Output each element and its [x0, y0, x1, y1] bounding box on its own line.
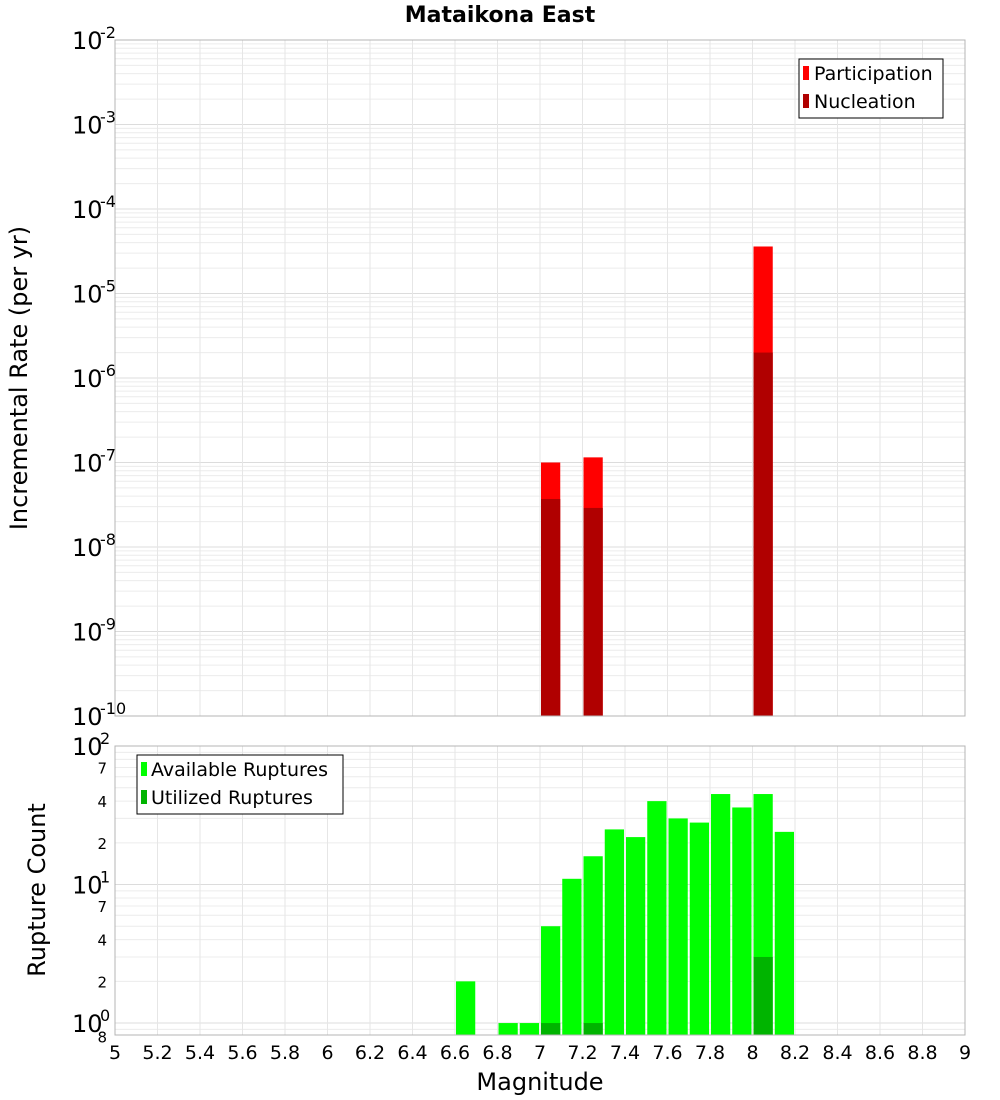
- y-tick-label: 10: [72, 27, 103, 55]
- top-y-ticks: 10-210-310-410-510-610-710-810-910-10: [72, 23, 126, 731]
- bottom-legend-box: [136, 754, 344, 815]
- legend-swatch-available: [141, 762, 147, 776]
- top-legend-box: [798, 58, 944, 119]
- x-tick-label: 5.4: [185, 1042, 215, 1064]
- y-minor-tick-label: 8: [97, 1028, 107, 1046]
- y-minor-tick-label: 2: [97, 835, 107, 853]
- bar-nucleation: [583, 507, 603, 716]
- y-tick-label: 10: [72, 619, 103, 647]
- legend-label-nucleation: Nucleation: [814, 91, 916, 113]
- x-tick-label: 6.8: [482, 1042, 512, 1064]
- y-tick-exponent: -2: [100, 23, 116, 42]
- x-tick-label: 6.6: [440, 1042, 470, 1064]
- x-axis-label: Magnitude: [476, 1068, 603, 1096]
- x-tick-label: 7.8: [695, 1042, 725, 1064]
- y-tick-exponent: 1: [100, 868, 110, 887]
- bar-available-ruptures: [668, 818, 688, 1035]
- bar-utilized-ruptures: [753, 956, 773, 1035]
- bar-utilized-ruptures: [541, 1023, 561, 1035]
- bar-available-ruptures: [519, 1023, 539, 1035]
- y-minor-tick-label: 7: [97, 898, 107, 916]
- y-minor-tick-label: 4: [97, 932, 107, 950]
- bar-available-ruptures: [647, 801, 667, 1035]
- x-tick-label: 5.8: [270, 1042, 300, 1064]
- y-tick-label: 10: [72, 872, 103, 900]
- top-legend: Participation Nucleation: [798, 58, 944, 119]
- legend-label-available: Available Ruptures: [151, 759, 328, 781]
- y-minor-tick-label: 7: [97, 759, 107, 777]
- y-tick-exponent: -10: [100, 699, 126, 718]
- y-minor-tick-label: 4: [97, 793, 107, 811]
- y-tick-label: 10: [72, 112, 103, 140]
- legend-swatch-participation: [803, 66, 809, 80]
- bottom-bars: [456, 794, 794, 1035]
- y-tick-label: 10: [72, 196, 103, 224]
- x-tick-label: 6.4: [397, 1042, 427, 1064]
- x-tick-label: 8: [746, 1042, 758, 1064]
- x-ticks: 5 5.2 5.4 5.6 5.8 6 6.2 6.4 6.6 6.8 7 7.2 7.4 7.6 7.8 8…: [109, 1042, 971, 1064]
- legend-swatch-utilized: [141, 790, 147, 804]
- bottom-plot-border: [114, 745, 966, 1036]
- chart-title: Mataikona East: [405, 3, 596, 28]
- bar-nucleation: [753, 352, 773, 716]
- top-panel: 10-210-310-410-510-610-710-810-910-10 In…: [5, 23, 966, 731]
- y-tick-label: 10: [72, 450, 103, 478]
- x-tick-label: 8.4: [822, 1042, 852, 1064]
- x-tick-label: 6: [321, 1042, 333, 1064]
- y-tick-label: 10: [72, 703, 103, 731]
- y-tick-label: 10: [72, 365, 103, 393]
- bar-available-ruptures: [562, 878, 582, 1035]
- x-tick-label: 7.6: [652, 1042, 682, 1064]
- bar-available-ruptures: [498, 1023, 518, 1035]
- bar-available-ruptures: [604, 829, 624, 1035]
- x-tick-label: 9: [959, 1042, 971, 1064]
- x-tick-label: 8.6: [865, 1042, 895, 1064]
- top-plot-border: [114, 39, 966, 717]
- legend-label-utilized: Utilized Ruptures: [151, 787, 313, 809]
- bottom-legend: Available Ruptures Utilized Ruptures: [136, 754, 344, 815]
- x-tick-label: 5.2: [142, 1042, 172, 1064]
- x-tick-label: 7.4: [610, 1042, 640, 1064]
- top-grid: [114, 40, 966, 717]
- top-y-axis-label: Incremental Rate (per yr): [5, 226, 33, 530]
- x-tick-label: 7.2: [567, 1042, 597, 1064]
- y-tick-exponent: 0: [100, 1006, 110, 1025]
- y-tick-label: 10: [72, 1010, 103, 1038]
- y-tick-label: 10: [72, 733, 103, 761]
- x-tick-label: 5: [109, 1042, 121, 1064]
- top-bars: [541, 246, 773, 716]
- bar-available-ruptures: [774, 831, 794, 1035]
- bar-available-ruptures: [583, 856, 603, 1035]
- bar-nucleation: [541, 498, 561, 716]
- bar-available-ruptures: [626, 837, 646, 1035]
- y-minor-tick-label: 2: [97, 973, 107, 991]
- y-tick-exponent: -9: [100, 615, 116, 634]
- y-tick-exponent: -5: [100, 277, 116, 296]
- y-tick-exponent: -7: [100, 446, 116, 465]
- bar-utilized-ruptures: [583, 1023, 603, 1035]
- y-tick-exponent: 2: [100, 729, 110, 748]
- x-tick-label: 7: [534, 1042, 546, 1064]
- x-tick-label: 8.2: [780, 1042, 810, 1064]
- y-tick-label: 10: [72, 534, 103, 562]
- x-tick-label: 5.6: [227, 1042, 257, 1064]
- bar-available-ruptures: [541, 926, 561, 1035]
- bar-available-ruptures: [711, 794, 731, 1035]
- y-tick-exponent: -8: [100, 530, 116, 549]
- bar-available-ruptures: [732, 807, 752, 1035]
- legend-swatch-nucleation: [803, 94, 809, 108]
- x-tick-label: 8.8: [907, 1042, 937, 1064]
- y-tick-exponent: -4: [100, 192, 116, 211]
- x-tick-label: 6.2: [355, 1042, 385, 1064]
- y-tick-exponent: -6: [100, 361, 116, 380]
- bottom-y-axis-label: Rupture Count: [23, 803, 51, 977]
- y-tick-exponent: -3: [100, 108, 116, 127]
- bar-available-ruptures: [689, 822, 709, 1035]
- bar-available-ruptures: [456, 981, 476, 1035]
- legend-label-participation: Participation: [814, 63, 933, 85]
- y-tick-label: 10: [72, 281, 103, 309]
